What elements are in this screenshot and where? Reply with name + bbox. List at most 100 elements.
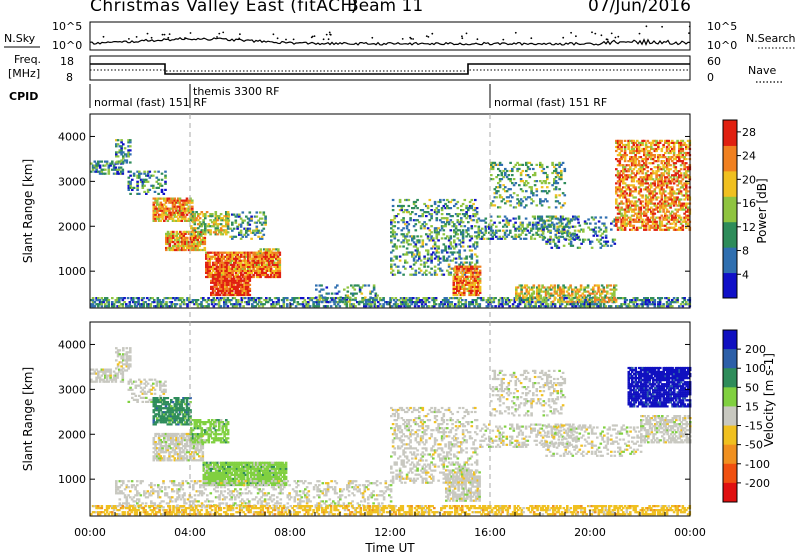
range-gate-cell	[643, 210, 646, 213]
range-gate-cell	[487, 301, 490, 304]
range-gate-cell	[616, 176, 620, 179]
range-gate-cell	[634, 208, 637, 211]
range-gate-cell	[620, 149, 623, 153]
range-gate-cell	[187, 248, 191, 252]
range-gate-cell	[425, 243, 428, 246]
range-gate-cell	[428, 198, 432, 202]
range-gate-cell	[498, 169, 502, 173]
range-gate-cell	[179, 240, 182, 244]
range-gate-cell	[407, 251, 411, 254]
range-gate-cell	[198, 213, 202, 216]
range-gate-cell	[194, 236, 198, 239]
range-gate-cell	[426, 207, 430, 210]
range-gate-cell	[644, 162, 648, 165]
range-gate-cell	[236, 283, 239, 286]
range-gate-cell	[456, 237, 460, 240]
range-gate-cell	[104, 299, 107, 302]
range-gate-cell	[217, 291, 220, 294]
range-gate-cell	[629, 139, 632, 142]
range-gate-cell	[521, 180, 525, 183]
range-gate-cell	[231, 297, 235, 300]
range-gate-cell	[632, 160, 636, 163]
range-gate-cell	[214, 231, 218, 234]
range-gate-cell	[236, 213, 239, 216]
range-gate-cell	[437, 245, 440, 248]
range-gate-cell	[484, 231, 488, 234]
range-gate-cell	[473, 287, 477, 290]
range-gate-cell	[560, 169, 563, 173]
range-gate-cell	[171, 219, 175, 222]
range-gate-cell	[579, 284, 583, 287]
range-gate-cell	[504, 303, 508, 306]
range-gate-cell	[676, 297, 679, 300]
range-gate-cell	[398, 259, 402, 262]
range-gate-cell	[123, 147, 127, 150]
range-gate-cell	[442, 233, 446, 236]
range-gate-cell	[322, 288, 325, 291]
range-gate-cell	[411, 207, 414, 210]
range-gate-cell	[601, 236, 604, 239]
range-gate-cell	[408, 297, 412, 300]
range-gate-cell	[273, 251, 276, 254]
range-gate-cell	[606, 284, 609, 287]
range-gate-cell	[468, 215, 472, 218]
range-gate-cell	[532, 305, 536, 308]
range-gate-cell	[175, 211, 178, 214]
range-gate-cell	[315, 299, 319, 302]
range-gate-cell	[325, 298, 329, 301]
range-gate-cell	[197, 213, 200, 216]
range-gate-cell	[432, 239, 435, 242]
range-gate-cell	[630, 208, 634, 211]
range-gate-cell	[613, 300, 616, 303]
range-gate-cell	[116, 299, 119, 302]
range-gate-cell	[236, 285, 239, 288]
range-gate-cell	[651, 170, 655, 173]
range-gate-cell	[523, 182, 526, 185]
range-gate-cell	[231, 221, 234, 224]
range-gate-cell	[602, 305, 606, 308]
range-gate-cell	[231, 283, 234, 286]
range-gate-cell	[461, 241, 465, 244]
range-gate-cell	[530, 294, 534, 297]
range-gate-cell	[496, 215, 500, 218]
range-gate-cell	[514, 235, 517, 238]
range-gate-cell	[634, 158, 637, 161]
range-gate-cell	[259, 211, 262, 214]
range-gate-cell	[174, 305, 177, 308]
range-gate-cell	[509, 219, 512, 222]
range-gate-cell	[643, 168, 646, 171]
range-gate-cell	[478, 281, 482, 284]
range-gate-cell	[234, 273, 238, 277]
range-gate-cell	[177, 248, 180, 252]
range-gate-cell	[334, 292, 337, 295]
nsearch-point	[135, 36, 138, 38]
range-gate-cell	[225, 293, 229, 297]
range-gate-cell	[140, 303, 144, 306]
range-gate-cell	[226, 267, 229, 270]
range-gate-cell	[233, 297, 237, 300]
range-gate-cell	[615, 218, 618, 221]
range-gate-cell	[154, 197, 157, 200]
range-gate-cell	[622, 166, 625, 169]
range-gate-cell	[253, 221, 257, 224]
range-gate-cell	[585, 305, 588, 308]
range-gate-cell	[539, 165, 542, 169]
range-gate-cell	[239, 281, 243, 284]
range-gate-cell	[201, 242, 205, 246]
range-gate-cell	[392, 303, 396, 306]
range-gate-cell	[172, 248, 175, 252]
range-gate-cell	[164, 209, 168, 212]
range-gate-cell	[614, 298, 618, 301]
range-gate-cell	[650, 220, 653, 223]
range-gate-cell	[554, 169, 558, 173]
range-gate-cell	[339, 296, 343, 299]
range-gate-cell	[238, 277, 241, 280]
nave-label: Nave	[748, 64, 776, 77]
range-gate-cell	[227, 275, 231, 278]
range-gate-cell	[637, 168, 641, 171]
range-gate-cell	[452, 291, 456, 294]
range-gate-cell	[592, 290, 595, 293]
range-gate-cell	[644, 172, 648, 175]
range-gate-cell	[495, 176, 498, 179]
range-gate-cell	[644, 176, 648, 179]
